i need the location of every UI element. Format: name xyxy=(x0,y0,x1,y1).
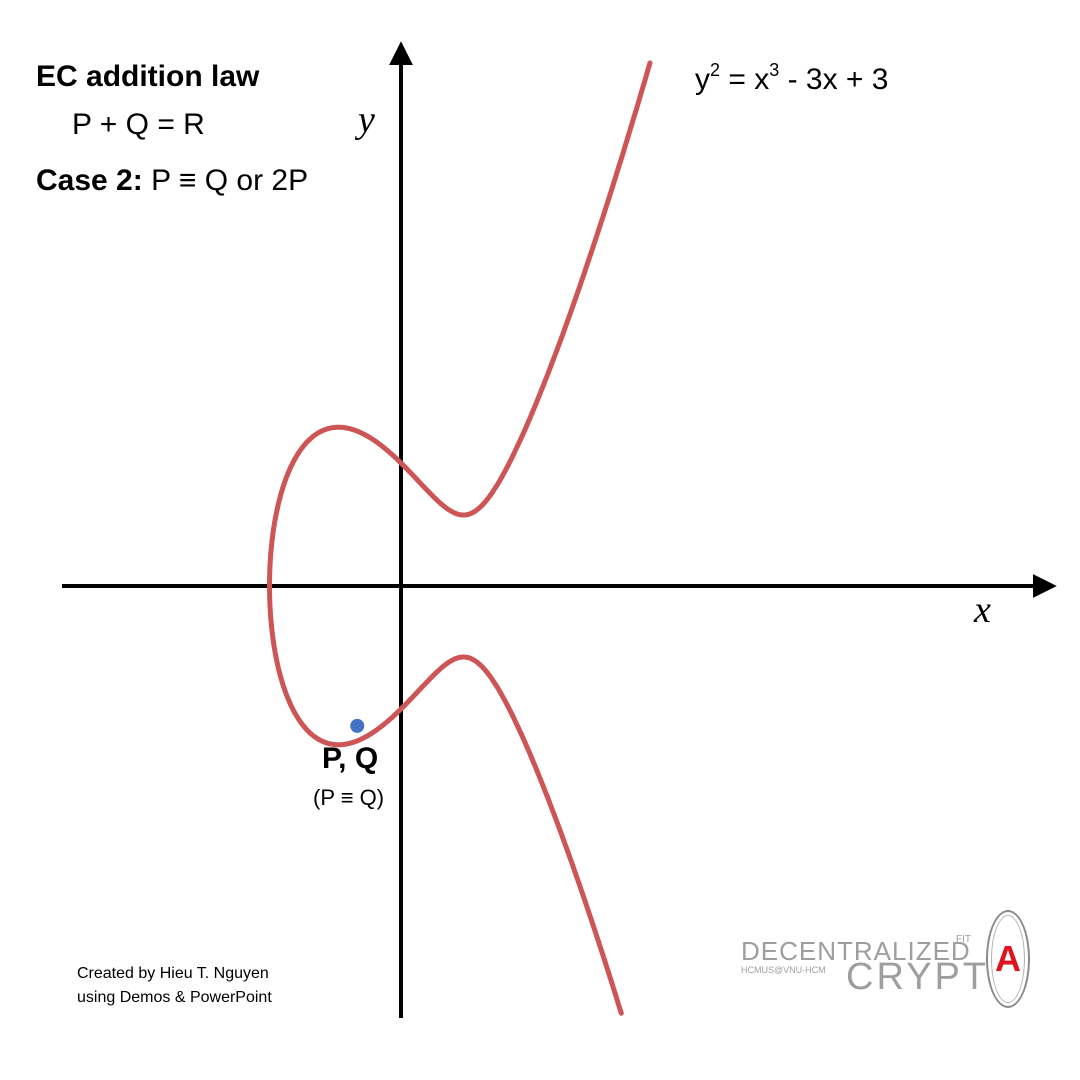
y-axis-label: y xyxy=(358,99,375,141)
x-axis-label: x xyxy=(974,589,991,631)
curve-eq-rest: - 3x + 3 xyxy=(779,63,889,96)
point-note: (P ≡ Q) xyxy=(313,785,385,810)
addition-equation: P + Q = R xyxy=(72,108,205,141)
credit-text: Created by Hieu T. Nguyen using Demos & … xyxy=(77,962,272,1010)
elliptic-curve xyxy=(267,60,653,1016)
curve-eq-y: y xyxy=(695,63,710,96)
logo-badge-letter: A xyxy=(995,938,1021,979)
curve-eq-middle: = x xyxy=(720,63,770,96)
case-label: Case 2: xyxy=(36,164,143,197)
credit-line-2: using Demos & PowerPoint xyxy=(77,989,272,1006)
case-text: P ≡ Q or 2P xyxy=(151,164,309,197)
logo-badge-icon: A xyxy=(986,910,1030,1008)
curve-eq-x-exponent: 3 xyxy=(769,60,780,80)
logo-fit-text: FIT xyxy=(956,934,971,945)
diagram-title: EC addition law xyxy=(36,60,260,93)
curve-eq-y-exponent: 2 xyxy=(710,60,721,80)
logo-decentralized-text: DECENTRALIZED xyxy=(741,936,971,966)
logo-crypt-text: CRYPT xyxy=(846,956,990,998)
credit-line-1: Created by Hieu T. Nguyen xyxy=(77,965,269,982)
case-description: Case 2: P ≡ Q or 2P xyxy=(36,164,308,198)
logo-badge-inner-ring xyxy=(991,915,1025,1003)
logo-subtitle: HCMUS@VNU-HCM xyxy=(741,965,826,975)
point-label: P, Q xyxy=(322,742,379,775)
point-pq-marker[interactable] xyxy=(350,718,365,733)
curve-equation: y2 = x3 - 3x + 3 xyxy=(695,60,888,97)
decentralized-crypta-logo: DECENTRALIZED FIT HCMUS@VNU-HCM CRYPT A xyxy=(738,908,1038,1012)
